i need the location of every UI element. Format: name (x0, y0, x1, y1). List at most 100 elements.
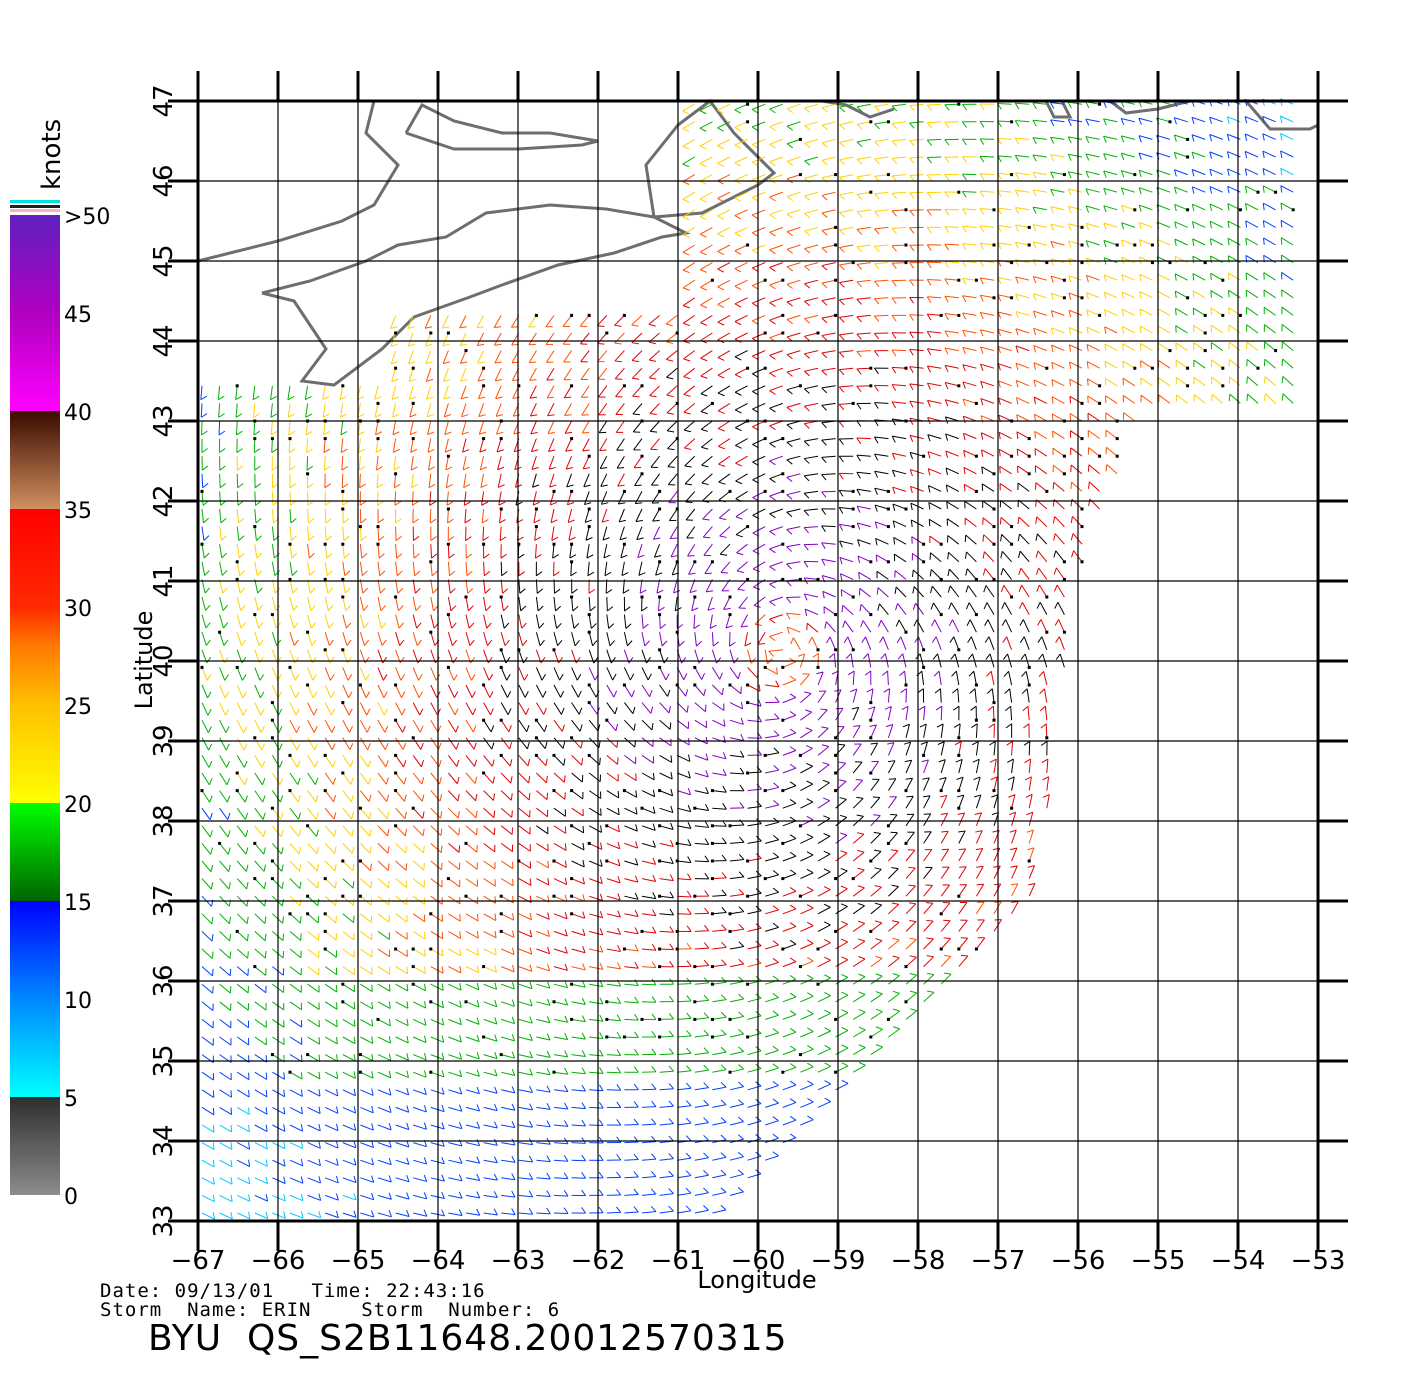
wind-barb (571, 1054, 586, 1057)
wind-barb (821, 385, 836, 389)
wind-barb-flag (841, 1044, 849, 1049)
wind-barb (927, 434, 942, 440)
wind-barb (483, 843, 496, 853)
wind-barb (271, 684, 279, 699)
wind-barb-flag (423, 845, 425, 853)
wind-barb (1247, 376, 1259, 387)
wind-barb-flag (719, 535, 727, 538)
wind-barb-flag (1051, 396, 1054, 404)
wind-barb (905, 885, 916, 897)
wind-barb-flag (735, 444, 742, 449)
wind-barb (817, 924, 831, 932)
wind-barb-flag (941, 830, 949, 833)
wind-barb (395, 596, 399, 611)
wind-barb (430, 930, 443, 940)
wind-barb-flag (1026, 829, 1034, 833)
wind-barb-flag (651, 1031, 657, 1038)
wind-barb-flag (789, 1133, 797, 1139)
wind-barb (588, 790, 602, 799)
wind-barb-flag (804, 370, 810, 377)
wind-barb-flag (387, 863, 390, 871)
wind-barb-flag (822, 779, 830, 784)
wind-barb-flag (786, 459, 793, 465)
wind-barb-flag (586, 554, 594, 559)
wind-barb (606, 737, 618, 748)
wind-barb-flag (585, 519, 592, 523)
wind-barb-flag (322, 413, 330, 418)
wind-barb (412, 719, 421, 733)
wind-barb (752, 526, 766, 534)
wind-barb (219, 544, 223, 559)
wind-barb (694, 860, 709, 863)
wind-barb (464, 508, 467, 523)
wind-barb-flag (600, 808, 602, 816)
wind-barb-flag (264, 933, 267, 941)
wind-barb (782, 785, 797, 792)
wind-barb (483, 1036, 498, 1042)
wind-barb-flag (341, 448, 348, 453)
rain-flag-dot (552, 489, 556, 493)
rain-flag-dot (781, 437, 785, 441)
wind-barb (615, 403, 625, 415)
wind-barb (219, 1212, 233, 1220)
wind-barb (910, 468, 924, 475)
wind-barb-flag (599, 757, 601, 765)
wind-barb (769, 561, 783, 567)
rain-flag-dot (763, 366, 767, 370)
wind-barb-flag (651, 978, 657, 986)
wind-barb-flag (550, 501, 558, 506)
rain-flag-dot (693, 894, 697, 898)
wind-barb-flag (992, 847, 1000, 851)
wind-barb-flag (441, 1035, 445, 1043)
wind-barb (940, 902, 951, 915)
rain-flag-dot (587, 753, 591, 757)
wind-barb (582, 438, 590, 452)
wind-barb (747, 875, 762, 880)
wind-barb-flag (975, 830, 983, 833)
wind-barb (874, 504, 889, 510)
wind-barb (448, 878, 461, 888)
wind-barb (585, 526, 590, 541)
wind-barb-flag (242, 691, 247, 699)
wind-barb-flag (476, 1000, 480, 1008)
rain-flag-dot (499, 595, 503, 599)
wind-barb (443, 368, 449, 382)
wind-barb (500, 737, 510, 750)
wind-barb-flag (469, 639, 475, 646)
wind-barb (870, 779, 880, 791)
wind-barb (201, 1194, 215, 1203)
wind-barb (1070, 430, 1083, 440)
wind-barb (342, 561, 346, 576)
wind-barb (219, 1001, 231, 1011)
wind-barb-flag (670, 788, 674, 796)
wind-barb (764, 666, 778, 675)
wind-barb (782, 890, 797, 897)
wind-barb (447, 508, 449, 524)
wind-barb-flag (617, 927, 621, 935)
wind-barb (1282, 393, 1294, 404)
rain-flag-dot (957, 753, 961, 757)
wind-barb (874, 470, 889, 475)
wind-barb (1034, 413, 1048, 422)
wind-barb (307, 632, 313, 646)
wind-barb (219, 983, 231, 994)
rain-flag-dot (640, 472, 644, 476)
wind-barb (1069, 395, 1083, 404)
rain-flag-dot (446, 613, 450, 617)
wind-barb (923, 706, 926, 721)
wind-barb (201, 1071, 214, 1081)
wind-barb-flag (564, 843, 567, 851)
wind-barb (377, 544, 380, 559)
wind-barb-flag (449, 588, 456, 594)
wind-barb (923, 992, 935, 1003)
wind-barb-flag (616, 1171, 622, 1178)
wind-barb (623, 667, 631, 681)
wind-barb (641, 754, 654, 764)
wind-barb (425, 350, 432, 364)
wind-barb-flag (789, 746, 797, 751)
wind-barb-flag (716, 657, 722, 664)
wind-barb (289, 544, 293, 559)
wind-barb-flag (841, 1062, 849, 1067)
wind-barb-flag (412, 501, 419, 506)
wind-barb (677, 860, 692, 864)
